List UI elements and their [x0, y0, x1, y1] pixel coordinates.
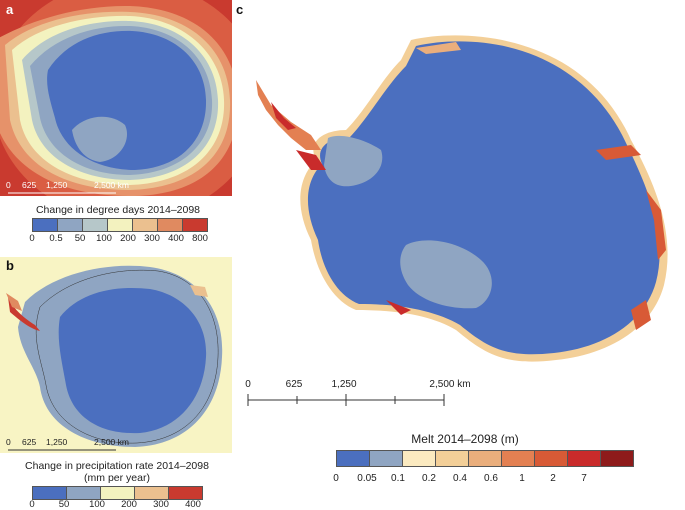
map-panel-a: 0 625 1,250 2,500 km — [0, 0, 232, 196]
legend-b-swatch — [134, 486, 169, 500]
precipitation-map: 0 625 1,250 2,500 km — [6, 265, 223, 451]
legend-b-ticks: 0 50 100 200 300 400 — [29, 499, 202, 510]
legend-b-swatch — [100, 486, 135, 500]
legend-a-swatch — [107, 218, 133, 232]
legend-c-swatch — [534, 450, 568, 467]
legend-a-tick: 200 — [120, 233, 136, 244]
scalebar-a-label-2: 1,250 — [46, 180, 68, 190]
degree-days-map: 0 625 1,250 2,500 km — [0, 0, 232, 196]
legend-a-tick: 100 — [96, 233, 112, 244]
scalebar-c — [240, 380, 490, 410]
legend-c-tick: 0 — [333, 473, 339, 484]
legend-a-tick: 0 — [29, 233, 35, 244]
panel-letter-b: b — [6, 258, 14, 273]
scalebar-b-label-3: 2,500 km — [94, 437, 129, 447]
scalebar-b-label-1: 625 — [22, 437, 36, 447]
scalebar-a-label-1: 625 — [22, 180, 36, 190]
legend-b-tick: 100 — [89, 499, 105, 510]
legend-c-swatch — [336, 450, 370, 467]
legend-a-ticks: 0 0.5 50 100 200 300 400 800 — [29, 233, 208, 245]
legend-a-tick: 400 — [168, 233, 184, 244]
legend-c-swatch — [369, 450, 403, 467]
legend-c-tick: 7 — [581, 473, 587, 484]
legend-c-swatch — [468, 450, 502, 467]
legend-c-tick: 1 — [519, 473, 525, 484]
legend-a-colorbar — [32, 218, 208, 232]
legend-c-tick: 2 — [550, 473, 556, 484]
scalebar-c-label: 625 — [285, 379, 303, 390]
legend-c-swatch — [567, 450, 601, 467]
panel-letter-c: c — [236, 2, 244, 17]
legend-c-swatch — [501, 450, 535, 467]
legend-c-swatch — [435, 450, 469, 467]
legend-c-ticks: 0 0.05 0.1 0.2 0.4 0.6 1 2 7 — [333, 473, 636, 485]
scalebar-b-label-0: 0 — [6, 437, 11, 447]
legend-c-colorbar — [336, 450, 634, 467]
legend-b-tick: 0 — [29, 499, 35, 510]
scalebar-a-label-0: 0 — [6, 180, 11, 190]
legend-b-tick: 50 — [58, 499, 70, 510]
scalebar-c-label: 0 — [245, 379, 251, 390]
legend-b-swatch — [168, 486, 203, 500]
legend-a-swatch — [157, 218, 183, 232]
legend-a-tick: 50 — [74, 233, 86, 244]
legend-c-tick: 0.2 — [422, 473, 436, 484]
map-panel-b: 0 625 1,250 2,500 km — [0, 257, 232, 453]
legend-c-tick: 0.6 — [484, 473, 498, 484]
scalebar-c-label: 2,500 km — [429, 379, 471, 390]
legend-a-swatch — [82, 218, 108, 232]
legend-b-tick: 200 — [121, 499, 137, 510]
scalebar-b: 0 625 1,250 2,500 km — [6, 437, 129, 451]
legend-a-title: Change in degree days 2014–2098 — [35, 204, 201, 216]
scalebar-a-label-3: 2,500 km — [94, 180, 129, 190]
legend-b-swatch — [32, 486, 67, 500]
legend-a-swatch — [32, 218, 58, 232]
legend-b-swatch — [66, 486, 101, 500]
legend-b-tick: 400 — [185, 499, 201, 510]
legend-a-tick: 300 — [144, 233, 160, 244]
legend-b-title-line2: (mm per year) — [84, 472, 150, 484]
legend-a-swatch — [132, 218, 158, 232]
legend-c-swatch — [600, 450, 634, 467]
legend-a-tick: 0.5 — [49, 233, 63, 244]
map-panel-c — [236, 10, 685, 380]
legend-b-tick: 300 — [153, 499, 169, 510]
legend-a-tick: 800 — [192, 233, 208, 244]
legend-c-tick: 0.4 — [453, 473, 467, 484]
scalebar-a: 0 625 1,250 2,500 km — [6, 180, 129, 194]
panel-letter-a: a — [6, 2, 14, 17]
legend-c-tick: 0.1 — [391, 473, 405, 484]
melt-map — [256, 35, 668, 362]
legend-b-title-line1: Change in precipitation rate 2014–2098 — [25, 460, 209, 472]
legend-a-swatch — [57, 218, 83, 232]
scalebar-c-label: 1,250 — [331, 379, 357, 390]
scalebar-c-labels: 0 625 1,250 2,500 km — [245, 379, 488, 391]
legend-c-tick: 0.05 — [357, 473, 377, 484]
legend-c-swatch — [402, 450, 436, 467]
scalebar-b-label-2: 1,250 — [46, 437, 68, 447]
legend-a-swatch — [182, 218, 208, 232]
legend-c-title: Melt 2014–2098 (m) — [411, 432, 519, 446]
legend-b-colorbar — [32, 486, 203, 500]
